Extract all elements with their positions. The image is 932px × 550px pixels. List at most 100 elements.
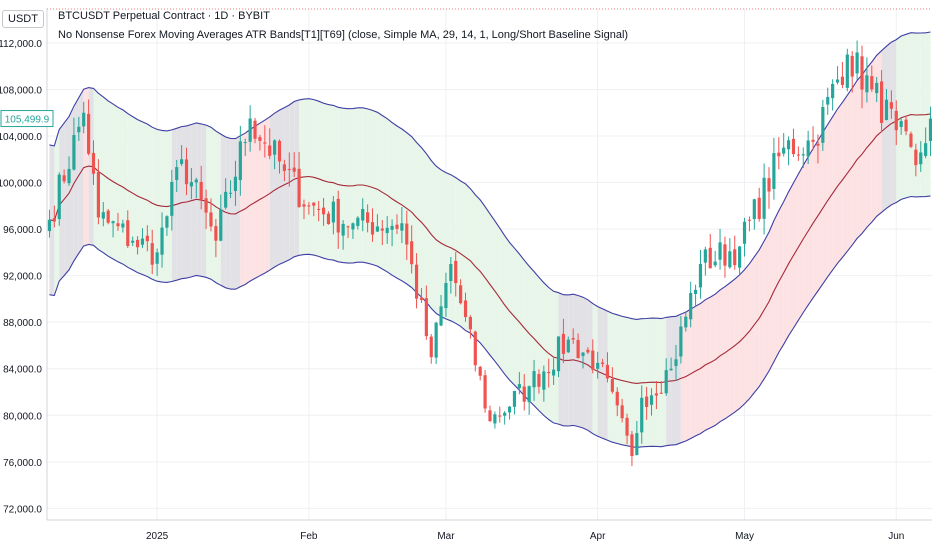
x-tick-label: Apr (590, 531, 606, 542)
candle-body (463, 300, 468, 318)
candle-body (659, 392, 663, 394)
candle-body (302, 204, 306, 207)
candle-body (767, 178, 771, 192)
candle-body (777, 152, 781, 157)
candle-body (488, 410, 492, 422)
candle-body (522, 386, 526, 402)
candle-body (77, 126, 81, 133)
candle-body (331, 201, 335, 223)
candle-body (62, 175, 66, 182)
candle-body (273, 140, 277, 155)
candle-body (87, 113, 91, 154)
candle-body (468, 317, 473, 330)
candle-body (689, 293, 693, 320)
candle-body (674, 359, 678, 367)
y-tick-label: 96,000.0 (3, 225, 42, 236)
candle-body (596, 362, 600, 369)
candle-body (581, 352, 585, 356)
candle-body (507, 406, 512, 413)
candle-body (703, 249, 707, 263)
y-tick-label: 108,000.0 (0, 85, 42, 96)
candle-body (204, 198, 208, 213)
candle-body (605, 364, 610, 379)
y-tick-label: 104,000.0 (0, 132, 42, 143)
candle-body (723, 244, 727, 266)
candle-body (742, 221, 747, 244)
candle-body (718, 242, 722, 260)
candle-body (625, 417, 629, 436)
candle-body (698, 264, 703, 288)
candle-body (361, 208, 365, 221)
candle-body (547, 371, 551, 374)
candle-body (307, 205, 311, 207)
candle-body (199, 181, 203, 200)
candle-body (317, 208, 321, 210)
candle-body (346, 226, 350, 228)
x-tick-label: 2025 (146, 531, 169, 542)
candle-body (733, 249, 737, 266)
candle-body (493, 414, 497, 424)
candle-body (713, 261, 717, 266)
y-tick-label: 88,000.0 (3, 318, 42, 329)
candle-body (669, 368, 673, 371)
x-tick-label: Feb (300, 531, 318, 542)
candle-body (111, 221, 115, 224)
candle-body (919, 152, 923, 165)
y-tick-label: 100,000.0 (0, 179, 42, 190)
candle-body (870, 76, 874, 90)
candle-body (571, 338, 575, 340)
candle-body (645, 396, 649, 407)
candle-body (503, 412, 507, 416)
upper-band-line (49, 31, 931, 320)
candle-body (840, 76, 845, 85)
candle-body (238, 141, 242, 181)
candle-body (263, 142, 267, 144)
candle-body (782, 147, 786, 154)
candle-body (277, 140, 282, 162)
candle-body (106, 210, 110, 223)
y-axis-panel (0, 0, 47, 550)
candle-body (478, 366, 482, 376)
y-tick-label: 92,000.0 (3, 272, 42, 283)
candle-body (708, 247, 712, 269)
candle-body (527, 386, 531, 403)
candle-body (375, 226, 379, 232)
candle-body (312, 202, 316, 206)
candle-body (429, 336, 433, 358)
candle-body (542, 371, 546, 390)
candle-body (630, 434, 634, 456)
candle-body (791, 138, 796, 155)
candle-body (728, 251, 732, 268)
candle-body (356, 217, 360, 226)
candle-body (664, 370, 668, 394)
candle-body (155, 252, 159, 264)
candle-body (351, 223, 355, 230)
candle-body (184, 159, 189, 185)
candle-body (835, 79, 840, 83)
candle-body (586, 349, 590, 353)
candle-body (209, 212, 213, 227)
candle-body (366, 212, 370, 223)
candle-body (879, 81, 884, 123)
candle-body (635, 433, 639, 456)
candle-body (57, 174, 61, 220)
x-tick-label: Mar (437, 531, 455, 542)
candle-body (512, 390, 517, 407)
candle-body (473, 331, 477, 366)
candle-body (850, 56, 854, 77)
candle-body (561, 333, 566, 354)
candle-body (326, 213, 331, 225)
candle-body (772, 153, 776, 189)
candle-body (855, 52, 859, 74)
candle-body (400, 223, 404, 231)
lower-band-line (49, 195, 931, 448)
candle-body (757, 197, 761, 220)
candle-body (806, 140, 810, 157)
candle-body (454, 260, 458, 284)
candle-body (52, 218, 56, 222)
candle-body (591, 350, 595, 370)
candle-body (341, 223, 345, 236)
candle-body (679, 326, 683, 357)
candle-body (219, 209, 223, 241)
